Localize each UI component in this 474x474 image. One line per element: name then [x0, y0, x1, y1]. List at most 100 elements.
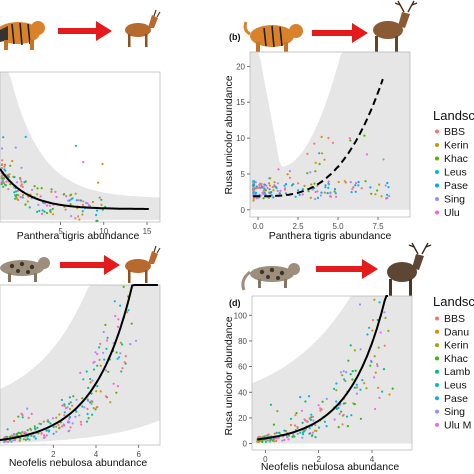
data-point [320, 191, 323, 194]
data-point [68, 417, 71, 420]
data-point [292, 433, 295, 436]
data-point [81, 203, 84, 206]
data-point [319, 194, 322, 197]
data-point [64, 208, 67, 211]
data-point [276, 410, 279, 413]
data-point [27, 416, 30, 419]
data-point [85, 420, 89, 423]
data-point [127, 309, 130, 312]
data-point [14, 146, 17, 149]
data-point [378, 396, 381, 399]
data-point [291, 435, 294, 438]
data-point [313, 429, 316, 432]
data-point [308, 417, 311, 420]
data-point [334, 192, 337, 195]
data-point [100, 198, 103, 201]
data-point [38, 422, 41, 425]
data-point [378, 301, 381, 304]
muntjac-icon [125, 245, 161, 283]
data-point [69, 193, 73, 196]
data-point [5, 180, 8, 183]
data-point [349, 139, 352, 142]
data-point [307, 395, 311, 398]
data-point [48, 204, 51, 207]
data-point [89, 377, 92, 381]
data-point [359, 388, 362, 391]
data-point [28, 206, 31, 209]
data-point [13, 433, 16, 436]
data-point [324, 184, 327, 187]
data-point [306, 420, 309, 423]
data-point [87, 203, 90, 207]
data-point [359, 348, 362, 351]
data-point [370, 192, 373, 195]
data-point [263, 191, 266, 194]
data-point [80, 423, 83, 426]
data-point [94, 351, 97, 354]
data-point [353, 403, 356, 406]
data-point [68, 402, 71, 405]
data-point [252, 181, 255, 184]
data-point [15, 196, 18, 200]
data-point [374, 371, 377, 374]
data-point [311, 188, 314, 191]
data-point [11, 159, 14, 163]
data-point [14, 194, 17, 197]
panel-a-icons [0, 9, 161, 50]
data-point [312, 419, 315, 422]
data-point [369, 364, 372, 367]
data-point [252, 188, 255, 191]
data-point [99, 390, 102, 393]
data-point [6, 440, 9, 443]
data-point [18, 439, 21, 442]
data-point [74, 217, 77, 220]
data-point [297, 182, 300, 185]
data-point [117, 318, 120, 321]
data-point [264, 440, 268, 443]
data-point [275, 439, 278, 443]
data-point [126, 311, 129, 314]
data-point [134, 339, 138, 342]
data-point [105, 347, 108, 350]
legend-swatch [435, 422, 439, 427]
clouded-leopard-icon [241, 263, 300, 291]
data-point [77, 215, 80, 218]
data-point [51, 417, 55, 420]
data-point [377, 386, 380, 389]
data-point [356, 386, 359, 389]
data-point [21, 194, 25, 197]
data-point [306, 172, 309, 175]
data-point [260, 185, 263, 189]
data-point [365, 387, 368, 390]
data-point [349, 373, 352, 376]
data-point [77, 199, 80, 202]
data-point [74, 192, 77, 195]
data-point [6, 428, 9, 431]
data-point [81, 405, 84, 408]
data-point [40, 187, 43, 190]
data-point [104, 323, 107, 326]
data-point [365, 153, 369, 156]
panel-d-icons [241, 242, 432, 296]
data-point [269, 403, 272, 406]
data-point [283, 438, 286, 442]
data-point [71, 422, 74, 425]
legend-item: Leus [444, 167, 467, 179]
data-point [43, 434, 46, 437]
data-point [343, 378, 346, 381]
data-point [314, 161, 317, 164]
data-point [115, 351, 118, 354]
data-point [255, 185, 258, 188]
data-point [311, 415, 315, 418]
data-point [272, 423, 275, 426]
data-point [0, 167, 3, 170]
data-point [254, 181, 257, 184]
data-point [306, 152, 309, 155]
data-point [274, 185, 277, 188]
data-point [335, 195, 338, 198]
data-point [115, 391, 118, 394]
data-point [36, 187, 39, 190]
data-point [341, 414, 344, 417]
data-point [6, 174, 9, 177]
legend-item: Pase [444, 393, 468, 405]
